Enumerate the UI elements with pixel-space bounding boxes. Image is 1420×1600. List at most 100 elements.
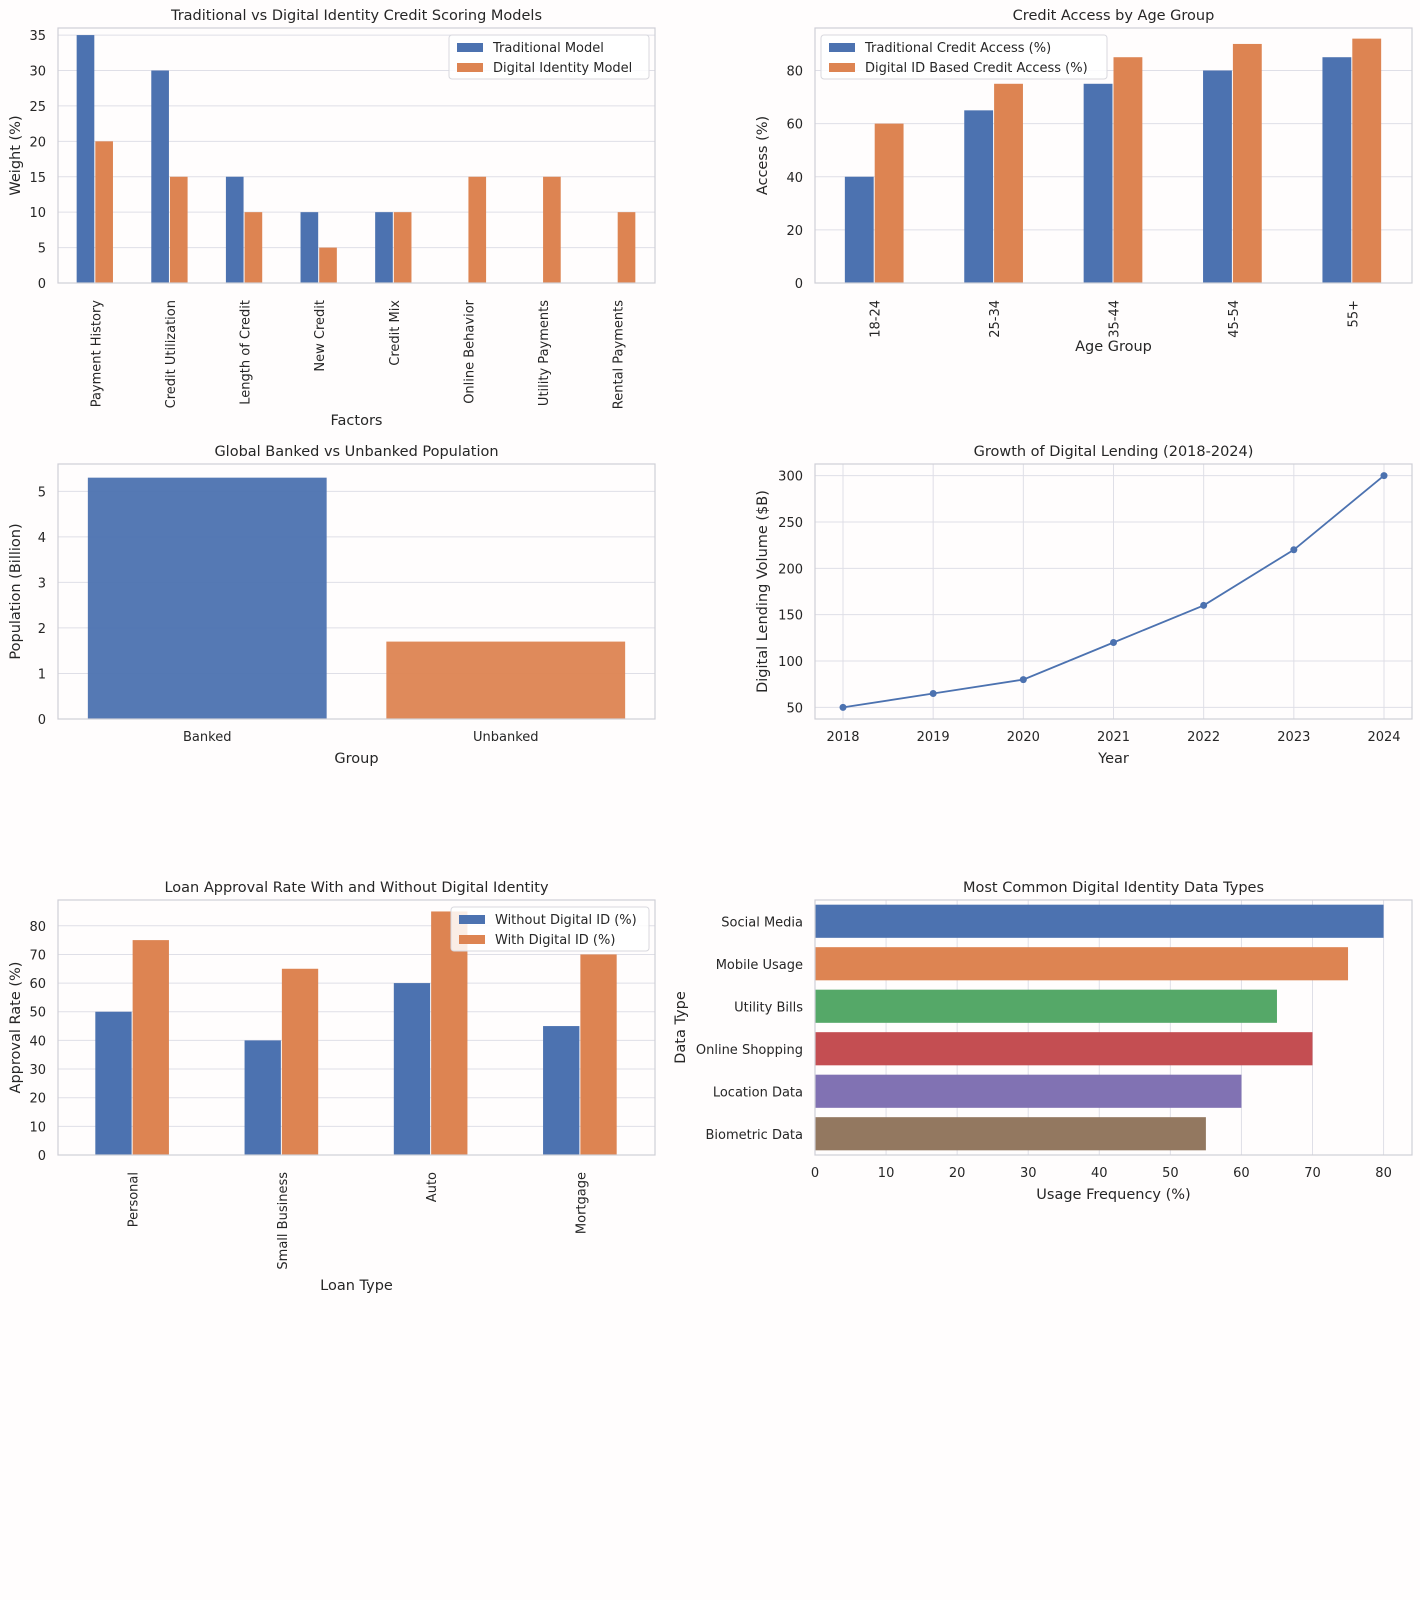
y-tick-label: 10 xyxy=(29,206,46,221)
y-tick-label: 0 xyxy=(38,277,46,292)
y-tick-label: 20 xyxy=(29,1092,46,1107)
data-point xyxy=(1290,546,1298,554)
x-tick-label: 60 xyxy=(1233,1166,1250,1181)
y-axis-label: Approval Rate (%) xyxy=(8,962,24,1094)
data-point xyxy=(1110,639,1117,646)
bar xyxy=(95,1011,132,1155)
y-tick-label: Social Media xyxy=(721,915,803,930)
chart-title: Traditional vs Digital Identity Credit S… xyxy=(170,8,542,24)
y-tick-label: Location Data xyxy=(713,1085,803,1100)
bar xyxy=(151,70,169,283)
y-tick-label: 30 xyxy=(29,65,46,80)
bar xyxy=(874,123,904,283)
legend-box xyxy=(450,906,650,952)
data-point xyxy=(839,703,847,711)
x-tick-label: 2019 xyxy=(917,730,950,745)
bar xyxy=(1232,43,1262,283)
x-tick-label: 2021 xyxy=(1097,730,1130,745)
x-tick-label: 40 xyxy=(1091,1166,1108,1181)
legend-label: Without Digital ID (%) xyxy=(495,913,637,928)
chart-3: Global Banked vs Unbanked Population 0 1 2 3… xyxy=(8,444,656,767)
y-tick-label: 100 xyxy=(778,655,803,670)
y-tick-label: 40 xyxy=(786,171,803,186)
legend-box xyxy=(820,34,1108,80)
x-tick-label: Small Business xyxy=(276,1172,291,1270)
y-tick-label: 20 xyxy=(29,135,46,150)
legend-label: Digital ID Based Credit Access (%) xyxy=(865,61,1088,76)
y-tick-label: 200 xyxy=(778,562,803,577)
plot-frame xyxy=(57,27,656,284)
x-tick-label: Credit Utilization xyxy=(164,300,179,408)
x-tick-label: 0 xyxy=(811,1166,819,1181)
y-tick-label: 50 xyxy=(29,1006,46,1021)
x-tick-label: Mortgage xyxy=(574,1172,589,1234)
plot-frame xyxy=(57,463,656,720)
legend-label: Digital Identity Model xyxy=(493,61,632,76)
x-tick-label: 50 xyxy=(1162,1166,1179,1181)
bar xyxy=(617,212,636,283)
y-axis-label: Access (%) xyxy=(755,116,771,195)
y-tick-label: 3 xyxy=(38,576,46,591)
y-tick-label: 0 xyxy=(38,1149,46,1164)
legend: Without Digital ID (%) With Digital ID (%… xyxy=(450,906,650,952)
x-tick-label: 18-24 xyxy=(869,300,884,338)
y-tick-label: Mobile Usage xyxy=(716,958,803,973)
y-tick-label: 5 xyxy=(38,242,46,257)
bar xyxy=(319,247,337,283)
chart-title: Credit Access by Age Group xyxy=(1013,8,1215,24)
y-tick-label: 0 xyxy=(38,713,46,728)
x-tick-label: Length of Credit xyxy=(239,300,254,405)
legend-label: Traditional Model xyxy=(492,41,604,56)
y-tick-label: Biometric Data xyxy=(705,1128,803,1143)
data-point xyxy=(929,690,937,697)
legend-swatch xyxy=(459,915,485,924)
bar xyxy=(431,911,468,1155)
y-tick-label: 4 xyxy=(38,531,46,546)
bar xyxy=(815,989,1277,1023)
bar xyxy=(964,110,994,283)
bar xyxy=(815,1032,1313,1066)
x-axis-label: Group xyxy=(334,751,378,767)
bar xyxy=(580,954,617,1155)
chart-1: Traditional vs Digital Identity Credit S… xyxy=(8,8,656,429)
bar xyxy=(386,641,626,719)
y-tick-label: 1 xyxy=(38,667,46,682)
x-tick-label: Online Behavior xyxy=(462,299,477,403)
chart-title: Loan Approval Rate With and Without Digi… xyxy=(164,880,549,896)
y-tick-label: 20 xyxy=(786,224,803,239)
bar xyxy=(132,940,169,1155)
bar xyxy=(393,983,431,1155)
x-tick-label: 2023 xyxy=(1277,730,1310,745)
x-axis-label: Factors xyxy=(331,413,383,429)
y-tick-label: Utility Bills xyxy=(734,1000,803,1015)
x-tick-label: 20 xyxy=(949,1166,966,1181)
x-axis-label: Age Group xyxy=(1075,339,1152,355)
bar xyxy=(815,1117,1206,1151)
x-tick-label: 80 xyxy=(1375,1166,1392,1181)
x-axis-label: Year xyxy=(1097,751,1129,767)
x-tick-label: Personal xyxy=(127,1172,142,1227)
bar xyxy=(87,477,327,719)
y-tick-label: 30 xyxy=(29,1063,46,1078)
bar xyxy=(468,176,487,283)
x-tick-label: Unbanked xyxy=(473,730,539,745)
x-tick-label: 30 xyxy=(1020,1166,1037,1181)
legend-swatch xyxy=(457,63,483,72)
y-tick-label: 300 xyxy=(778,470,803,485)
y-tick-label: 60 xyxy=(29,977,46,992)
bar xyxy=(844,176,874,283)
bar xyxy=(281,968,319,1155)
bar xyxy=(1322,57,1352,283)
bar xyxy=(1083,83,1113,283)
plot-frame xyxy=(57,899,656,1156)
bar xyxy=(95,141,113,283)
y-tick-label: 25 xyxy=(29,100,46,115)
bar xyxy=(1113,57,1143,283)
y-tick-label: 40 xyxy=(29,1034,46,1049)
y-tick-label: 250 xyxy=(778,516,803,531)
y-tick-label: 70 xyxy=(29,948,46,963)
y-tick-label: 2 xyxy=(38,622,46,637)
y-axis-label: Data Type xyxy=(673,991,689,1064)
bar xyxy=(76,35,95,284)
